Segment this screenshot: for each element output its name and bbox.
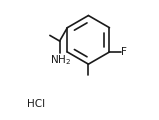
Text: HCl: HCl (27, 99, 45, 109)
Text: NH$_2$: NH$_2$ (50, 54, 71, 67)
Text: F: F (121, 47, 127, 57)
